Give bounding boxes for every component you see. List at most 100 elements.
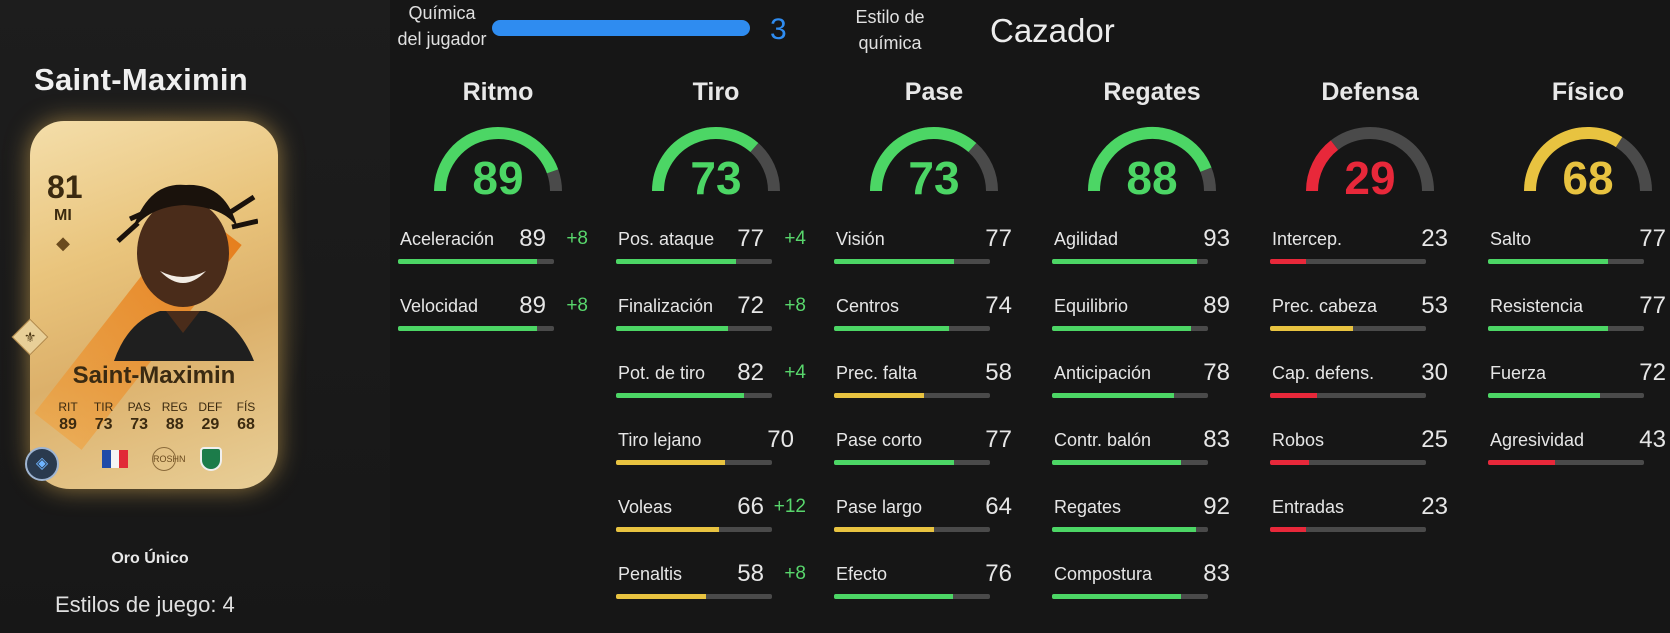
stat-value: 58 xyxy=(985,359,1012,386)
stat-row[interactable]: Cap. defens. 30 xyxy=(1270,359,1470,430)
stat-list: Intercep. 23 Prec. cabeza 53 Cap. defens. 30 R… xyxy=(1270,225,1470,564)
stat-bar-fill xyxy=(398,326,537,331)
stat-value: 64 xyxy=(985,493,1012,520)
card-type: Oro Único xyxy=(111,550,189,567)
stat-bar-fill xyxy=(834,259,955,264)
stat-bonus: +8 xyxy=(784,563,806,584)
chemistry-badge-icon[interactable]: ◈ xyxy=(25,447,59,481)
stat-bar-fill xyxy=(1270,527,1306,532)
card-stat: REG 88 xyxy=(161,400,188,433)
stat-bar xyxy=(834,393,990,398)
stat-value: 93 xyxy=(1203,225,1230,252)
stat-bar-fill xyxy=(834,326,950,331)
stat-row[interactable]: Fuerza 72 xyxy=(1488,359,1670,430)
chem-style-value[interactable]: Cazador xyxy=(990,12,1115,49)
stat-list: Pos. ataque 77 +4 Finalización 72 +8 Pot. de t… xyxy=(616,225,816,631)
stat-row[interactable]: Pase largo 64 xyxy=(834,493,1034,564)
player-name-title: Saint-Maximin xyxy=(34,62,249,97)
stat-value: 77 xyxy=(1639,292,1666,319)
stat-row[interactable]: Pase corto 77 xyxy=(834,426,1034,497)
stat-row[interactable]: Visión 77 xyxy=(834,225,1034,296)
stat-row[interactable]: Efecto 76 xyxy=(834,560,1034,631)
stat-name: Entradas xyxy=(1272,497,1345,517)
stat-bar xyxy=(1270,326,1426,331)
stat-row[interactable]: Robos 25 xyxy=(1270,426,1470,497)
stat-bar xyxy=(398,326,554,331)
card-stat: PAS 73 xyxy=(127,400,151,433)
stat-row[interactable]: Equilibrio 89 xyxy=(1052,292,1252,363)
column-title: Regates xyxy=(1103,78,1201,106)
rating-gauge: 68 xyxy=(1518,121,1658,204)
stat-name: Intercep. xyxy=(1272,229,1343,249)
league-logo-icon: ROSHN xyxy=(152,447,186,471)
stat-value: 77 xyxy=(1639,225,1666,252)
stat-row[interactable]: Pos. ataque 77 +4 xyxy=(616,225,816,296)
stat-row[interactable]: Agilidad 93 xyxy=(1052,225,1252,296)
stat-bar xyxy=(398,259,554,264)
rating-gauge: 89 xyxy=(428,121,568,204)
stat-name: Agresividad xyxy=(1490,430,1585,450)
stat-bar xyxy=(616,326,772,331)
stat-bar-fill xyxy=(616,326,729,331)
stat-bar-fill xyxy=(1052,460,1182,465)
stat-row[interactable]: Contr. balón 83 xyxy=(1052,426,1252,497)
stat-column: Físico 68 Salto 77 Resistencia 77 Fuerza 72 Agre… xyxy=(1488,78,1670,497)
stat-row[interactable]: Anticipación 78 xyxy=(1052,359,1252,430)
stat-list: Salto 77 Resistencia 77 Fuerza 72 Agresividad 4… xyxy=(1488,225,1670,497)
stat-bonus: +8 xyxy=(566,228,588,249)
gauge-track xyxy=(1200,167,1216,192)
stat-row[interactable]: Penaltis 58 +8 xyxy=(616,560,816,631)
stat-bar-fill xyxy=(616,393,744,398)
stat-value: 77 xyxy=(985,225,1012,252)
gauge-value: 29 xyxy=(1344,152,1396,204)
stat-name: Fuerza xyxy=(1490,363,1547,383)
stat-name: Salto xyxy=(1490,229,1532,249)
stat-value: 92 xyxy=(1203,493,1230,520)
stat-bar xyxy=(1270,259,1426,264)
stat-name: Prec. falta xyxy=(836,363,918,383)
stat-name: Velocidad xyxy=(400,296,479,316)
stat-name: Pot. de tiro xyxy=(618,363,706,383)
stat-row[interactable]: Resistencia 77 xyxy=(1488,292,1670,363)
stat-row[interactable]: Prec. cabeza 53 xyxy=(1270,292,1470,363)
stat-row[interactable]: Compostura 83 xyxy=(1052,560,1252,631)
stat-name: Regates xyxy=(1054,497,1122,517)
stat-bar xyxy=(834,594,990,599)
stat-bar xyxy=(1270,460,1426,465)
stat-bar xyxy=(1052,393,1208,398)
stat-row[interactable]: Velocidad 89 +8 xyxy=(398,292,598,363)
stat-row[interactable]: Finalización 72 +8 xyxy=(616,292,816,363)
stat-value: 30 xyxy=(1421,359,1448,386)
stat-bonus: +8 xyxy=(784,295,806,316)
stat-value: 74 xyxy=(985,292,1012,319)
stat-bar xyxy=(616,460,772,465)
stat-bar-fill xyxy=(616,460,726,465)
stat-row[interactable]: Entradas 23 xyxy=(1270,493,1470,564)
player-card[interactable]: 81 MI ◆ Saint-Maximin RIT 89 TIR 73 PAS 73 … xyxy=(30,121,278,489)
stat-row[interactable]: Voleas 66 +12 xyxy=(616,493,816,564)
stat-row[interactable]: Aceleración 89 +8 xyxy=(398,225,598,296)
gauge-value: 89 xyxy=(472,152,524,204)
stat-bar xyxy=(1270,393,1426,398)
stat-row[interactable]: Centros 74 xyxy=(834,292,1034,363)
stat-value: 72 xyxy=(1639,359,1666,386)
stat-list: Aceleración 89 +8 Velocidad 89 +8 xyxy=(398,225,598,363)
gauge-fill xyxy=(652,127,759,192)
stat-row[interactable]: Salto 77 xyxy=(1488,225,1670,296)
stat-name: Pase largo xyxy=(836,497,923,517)
card-rating: 81 xyxy=(47,169,83,205)
stat-row[interactable]: Prec. falta 58 xyxy=(834,359,1034,430)
stat-bar-fill xyxy=(1052,326,1191,331)
stat-row[interactable]: Regates 92 xyxy=(1052,493,1252,564)
chemistry-bar xyxy=(492,20,750,36)
stat-value: 89 xyxy=(1203,292,1230,319)
stat-row[interactable]: Intercep. 23 xyxy=(1270,225,1470,296)
gauge-fill xyxy=(434,127,559,192)
stat-value: 89 xyxy=(519,292,546,319)
stat-bar xyxy=(1270,527,1426,532)
stat-row[interactable]: Agresividad 43 xyxy=(1488,426,1670,497)
stat-row[interactable]: Pot. de tiro 82 +4 xyxy=(616,359,816,430)
stat-bar-fill xyxy=(1270,326,1353,331)
stat-name: Penaltis xyxy=(618,564,683,584)
stat-row[interactable]: Tiro lejano 70 xyxy=(616,426,816,497)
